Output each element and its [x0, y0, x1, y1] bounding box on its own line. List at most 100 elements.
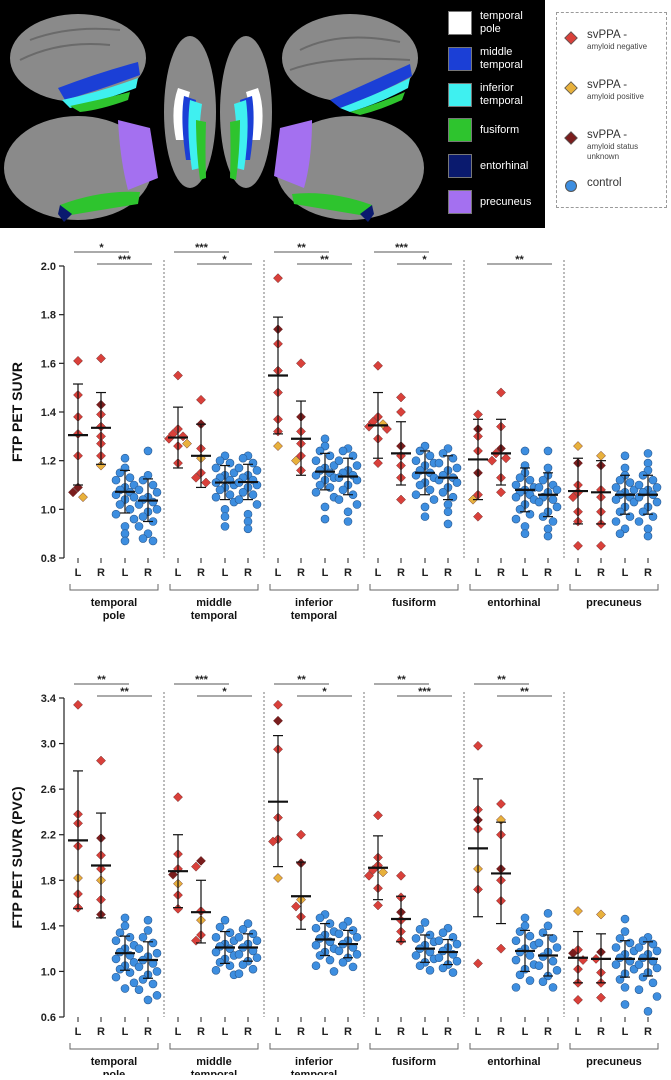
significance-label: **	[397, 674, 406, 686]
control-point	[238, 924, 248, 934]
svppa-point	[487, 455, 497, 466]
control-point	[415, 961, 425, 971]
svppa-point	[273, 715, 283, 726]
control-point	[215, 958, 225, 967]
x-tick-label: L	[522, 1026, 529, 1038]
svppa-point	[396, 494, 406, 505]
x-tick-label: L	[75, 567, 82, 579]
x-tick-label: L	[375, 567, 382, 579]
x-tick-label: R	[444, 1026, 452, 1038]
control-point	[138, 932, 148, 942]
control-point	[411, 951, 421, 960]
control-point	[543, 531, 553, 541]
x-tick-label: L	[522, 567, 529, 579]
control-point	[552, 485, 562, 495]
control-point	[652, 963, 662, 973]
control-point	[211, 932, 221, 942]
control-point	[543, 909, 553, 918]
region-bracket	[569, 1043, 659, 1050]
control-point	[115, 964, 125, 974]
y-tick-label: 1.0	[41, 966, 56, 978]
control-point	[343, 507, 353, 517]
control-point	[525, 931, 535, 941]
control-point	[515, 947, 525, 957]
svppa-point	[473, 958, 483, 969]
control-point	[348, 962, 358, 972]
control-point	[148, 938, 158, 948]
control-point	[252, 466, 262, 475]
region-label: inferior	[295, 597, 334, 609]
group-legend-item: svPPA - amyloid status unknown	[564, 129, 666, 162]
control-point	[443, 519, 453, 529]
svppa-point	[596, 909, 606, 920]
group-legend: svPPA - amyloid negative svPPA - amyloid po…	[556, 12, 667, 208]
region-legend-item: inferior temporal	[448, 82, 523, 108]
control-point	[111, 509, 121, 519]
svppa-point	[596, 540, 606, 551]
group-legend-label: control	[587, 177, 622, 189]
x-tick-label: R	[497, 1026, 505, 1038]
control-point	[420, 918, 430, 927]
x-tick-label: R	[344, 567, 352, 579]
svppa-point	[173, 792, 183, 803]
control-point	[315, 913, 325, 923]
control-point	[238, 453, 248, 463]
svppa-point	[182, 438, 192, 449]
group-legend-label: svPPA - amyloid status unknown	[587, 129, 639, 161]
x-tick-label: R	[644, 567, 652, 579]
control-point	[138, 475, 148, 485]
x-tick-label: R	[644, 1026, 652, 1038]
control-point	[225, 928, 235, 937]
region-bracket	[469, 1043, 559, 1050]
x-tick-label: L	[475, 567, 482, 579]
control-point	[548, 495, 558, 504]
control-point	[311, 488, 321, 497]
group-legend-item: control	[565, 177, 622, 192]
control-point	[615, 529, 625, 538]
control-point	[452, 939, 462, 949]
suvr-pvc-chart-svg: 0.6 1.0 1.4 1.8 2.2 2.6 3.0 3.4 FTP PET SUVR (PV…	[9, 674, 662, 1080]
control-point	[434, 936, 444, 945]
group-legend-label: svPPA - amyloid positive	[587, 79, 644, 101]
region-bracket	[569, 584, 659, 591]
control-point	[511, 492, 521, 502]
y-tick-label: 1.2	[41, 456, 56, 468]
region-swatch	[448, 154, 472, 178]
x-tick-label: L	[222, 567, 229, 579]
control-point	[634, 943, 644, 952]
region-label: temporal	[291, 1069, 337, 1075]
control-point	[148, 480, 158, 490]
svppa-point	[364, 870, 374, 881]
x-tick-label: R	[144, 567, 152, 579]
control-point	[411, 490, 421, 500]
control-point	[425, 485, 435, 495]
control-point	[211, 965, 221, 975]
control-point	[548, 956, 558, 966]
significance-label: ***	[195, 674, 209, 686]
region-legend-item: precuneus	[448, 190, 531, 214]
control-point	[415, 924, 425, 934]
x-tick-label: R	[97, 567, 105, 579]
control-point	[543, 463, 553, 473]
significance-label: ***	[118, 254, 132, 266]
control-point	[620, 451, 630, 461]
diamond-marker-icon	[564, 131, 578, 145]
svppa-point	[378, 867, 388, 878]
control-point	[134, 522, 144, 531]
y-tick-label: 1.0	[41, 504, 56, 516]
svppa-point	[473, 409, 483, 420]
control-point	[152, 488, 162, 497]
control-point	[234, 932, 244, 942]
control-point	[538, 977, 548, 986]
control-point	[620, 914, 630, 924]
control-point	[148, 979, 158, 989]
control-point	[152, 948, 162, 958]
control-point	[620, 463, 630, 473]
svppa-point	[168, 869, 178, 880]
svppa-point	[268, 836, 278, 847]
svppa-point	[296, 358, 306, 369]
control-point	[143, 995, 153, 1005]
control-point	[634, 985, 644, 994]
significance-label: **	[515, 254, 524, 266]
